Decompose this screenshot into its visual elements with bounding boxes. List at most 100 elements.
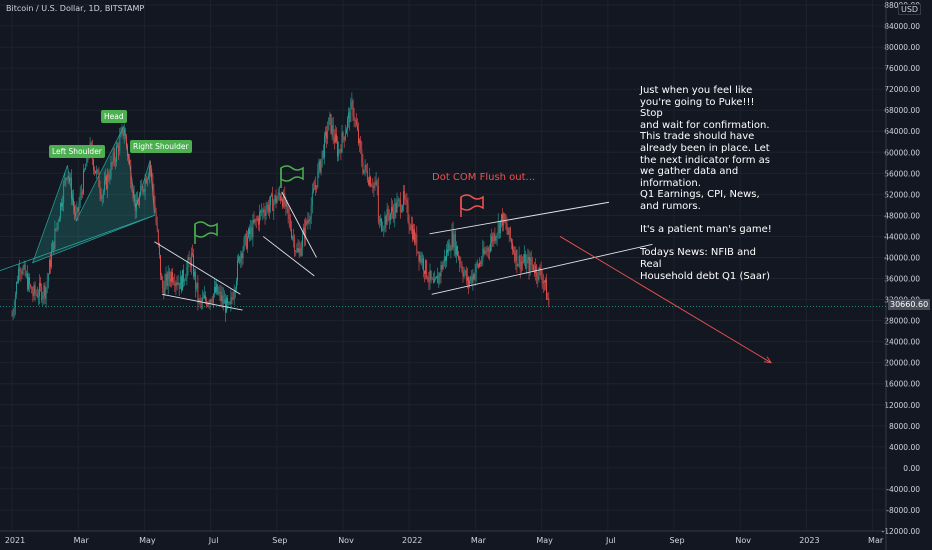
candle-body [240, 253, 242, 263]
x-tick-label: Mar [471, 536, 487, 545]
candle-body [546, 279, 547, 300]
candle-body [230, 297, 232, 304]
wedge-upper-1[interactable] [154, 241, 241, 295]
candle-body [536, 265, 538, 277]
candle-body [62, 202, 63, 207]
candle-body [385, 216, 387, 225]
neckline[interactable] [0, 215, 155, 272]
y-tick-label: 52000.00 [884, 190, 920, 199]
flag-icon[interactable] [280, 165, 304, 182]
candle-body [217, 284, 219, 294]
candle-body [343, 136, 345, 140]
channel-upper[interactable] [429, 201, 610, 235]
x-tick-label: Sep [669, 536, 684, 545]
flag-icon[interactable] [194, 221, 218, 238]
left-shoulder-label[interactable]: Left Shoulder [49, 145, 105, 158]
candle-body [376, 181, 378, 187]
candle-body [68, 175, 70, 180]
candle-body [167, 271, 169, 286]
wedge-upper-2[interactable] [281, 191, 317, 258]
candle-body [28, 277, 29, 290]
candle-body [349, 112, 351, 122]
candle-body [190, 253, 192, 268]
candle-body [237, 260, 238, 281]
note-annotation[interactable]: Just when you feel like you're going to … [640, 85, 772, 282]
candle-body [518, 255, 520, 265]
candle-body [117, 145, 118, 147]
candle-body [116, 146, 117, 162]
candle-body [188, 257, 190, 261]
candle-body [491, 236, 492, 243]
head-label[interactable]: Head [101, 110, 127, 123]
candle-body [353, 116, 355, 121]
y-tick-label: 84000.00 [884, 22, 920, 31]
candle-body [465, 270, 467, 281]
candle-body [425, 260, 426, 274]
candle-body [314, 188, 315, 190]
candle-body [298, 248, 300, 253]
projection-arrow[interactable] [559, 236, 772, 364]
candle-body [276, 198, 278, 204]
candle-body [128, 155, 129, 159]
candle-body [143, 191, 145, 193]
candle-body [281, 198, 282, 201]
candle-body [244, 234, 246, 239]
flag-icon[interactable] [460, 194, 484, 211]
candle-body [381, 218, 382, 231]
candle-body [357, 125, 358, 130]
wedge-lower-1[interactable] [161, 293, 243, 311]
candle-body [84, 169, 85, 171]
candle-body [198, 299, 200, 302]
candle-body [161, 275, 162, 280]
candle-body [502, 214, 503, 226]
channel-lower[interactable] [431, 243, 653, 295]
candle-body [476, 263, 478, 265]
candle-body [29, 277, 30, 286]
right-shoulder-label[interactable]: Right Shoulder [130, 140, 192, 153]
candle-body [112, 152, 114, 164]
candle-body [415, 234, 417, 243]
candle-body [388, 216, 390, 221]
candle-body [496, 233, 498, 238]
y-tick-label: 28000.00 [884, 317, 920, 326]
candle-body [197, 282, 199, 302]
candle-body [288, 214, 290, 219]
candle-body [470, 276, 472, 281]
candle-body [219, 291, 221, 293]
candle-body [78, 203, 80, 212]
candle-body [159, 243, 160, 255]
candle-body [43, 285, 45, 296]
candle-body [209, 299, 211, 304]
candle-body [38, 296, 39, 298]
candle-body [139, 195, 140, 206]
candle-body [313, 188, 314, 192]
candle-body [126, 135, 127, 146]
candle-body [538, 267, 540, 280]
candle-body [61, 203, 62, 207]
candle-body [140, 186, 142, 196]
candle-body [479, 262, 480, 267]
last-price-tag: 30660.60 [888, 299, 930, 310]
candle-body [418, 251, 420, 262]
candle-body [423, 258, 424, 271]
candle-body [293, 237, 294, 239]
candle-body [96, 169, 98, 174]
dot-com-label[interactable]: Dot COM Flush out... [432, 172, 536, 183]
candle-body [417, 251, 419, 253]
candle-body [544, 280, 545, 283]
y-tick-label: 76000.00 [884, 64, 920, 73]
candle-body [440, 265, 442, 277]
candle-body [495, 237, 497, 241]
wedge-lower-2[interactable] [262, 236, 315, 277]
currency-button[interactable]: USD [898, 4, 922, 15]
symbol-title[interactable]: Bitcoin / U.S. Dollar, 1D, BITSTAMP [6, 4, 145, 13]
candle-body [129, 158, 131, 165]
candle-body [205, 295, 206, 301]
candle-body [63, 183, 65, 203]
candle-body [111, 162, 113, 164]
candle-body [123, 132, 125, 137]
candle-body [511, 239, 512, 244]
candle-body [50, 259, 51, 268]
candle-body [124, 132, 126, 136]
